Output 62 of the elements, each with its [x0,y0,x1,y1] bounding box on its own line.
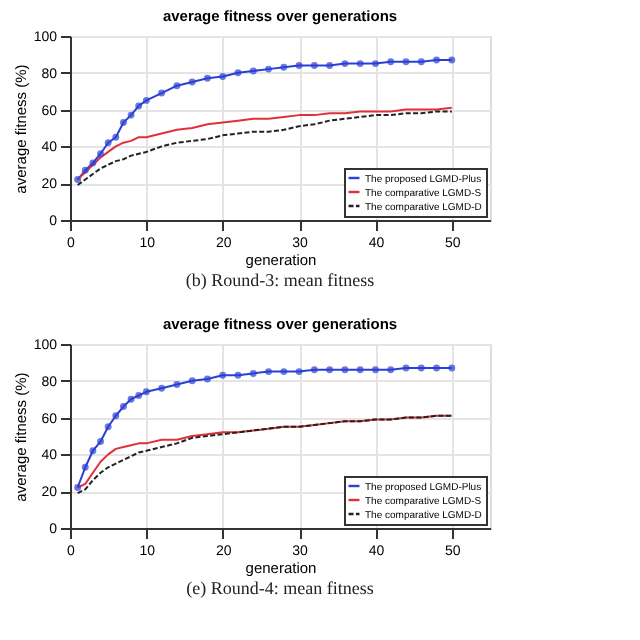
point [234,371,242,379]
point [74,176,82,183]
point [219,73,227,80]
point [173,82,181,90]
text: (b) Round-3: mean fitness [185,270,376,290]
point [249,67,257,75]
point [188,377,196,385]
point [356,60,364,68]
point [127,395,135,403]
point [448,56,456,64]
point [387,58,395,66]
point [371,60,379,68]
point [265,65,273,73]
point [142,96,150,104]
point [127,111,135,119]
point [356,366,364,374]
point [203,375,211,383]
point [402,364,410,372]
point [433,56,441,64]
point [135,102,143,110]
point [112,133,120,141]
point [310,366,318,374]
point [188,78,196,86]
point [74,484,82,491]
point [112,412,120,420]
point [219,371,227,379]
point [280,63,288,71]
point [402,58,410,66]
point [387,366,395,374]
point [371,366,379,374]
point [142,388,150,396]
point [265,368,273,376]
point [135,392,143,399]
point [417,364,425,372]
point [81,463,89,471]
point [280,368,288,376]
point [203,74,211,82]
point [295,368,303,376]
point [234,69,242,77]
point [104,423,112,431]
text: (e) Round-4: mean fitness [186,578,375,598]
point [119,119,127,126]
point [310,61,318,69]
point [81,166,89,174]
point [119,403,127,411]
point [326,366,334,374]
point [97,150,105,158]
point [158,89,166,97]
point [89,159,97,167]
point [97,438,105,445]
point [417,58,425,66]
point [104,139,112,147]
point [448,364,456,372]
point [341,60,349,68]
point [341,366,349,374]
point [433,364,441,372]
point [173,381,181,388]
point [326,61,334,69]
point [249,369,257,377]
point [89,447,97,455]
point [295,61,303,69]
point [158,384,166,392]
